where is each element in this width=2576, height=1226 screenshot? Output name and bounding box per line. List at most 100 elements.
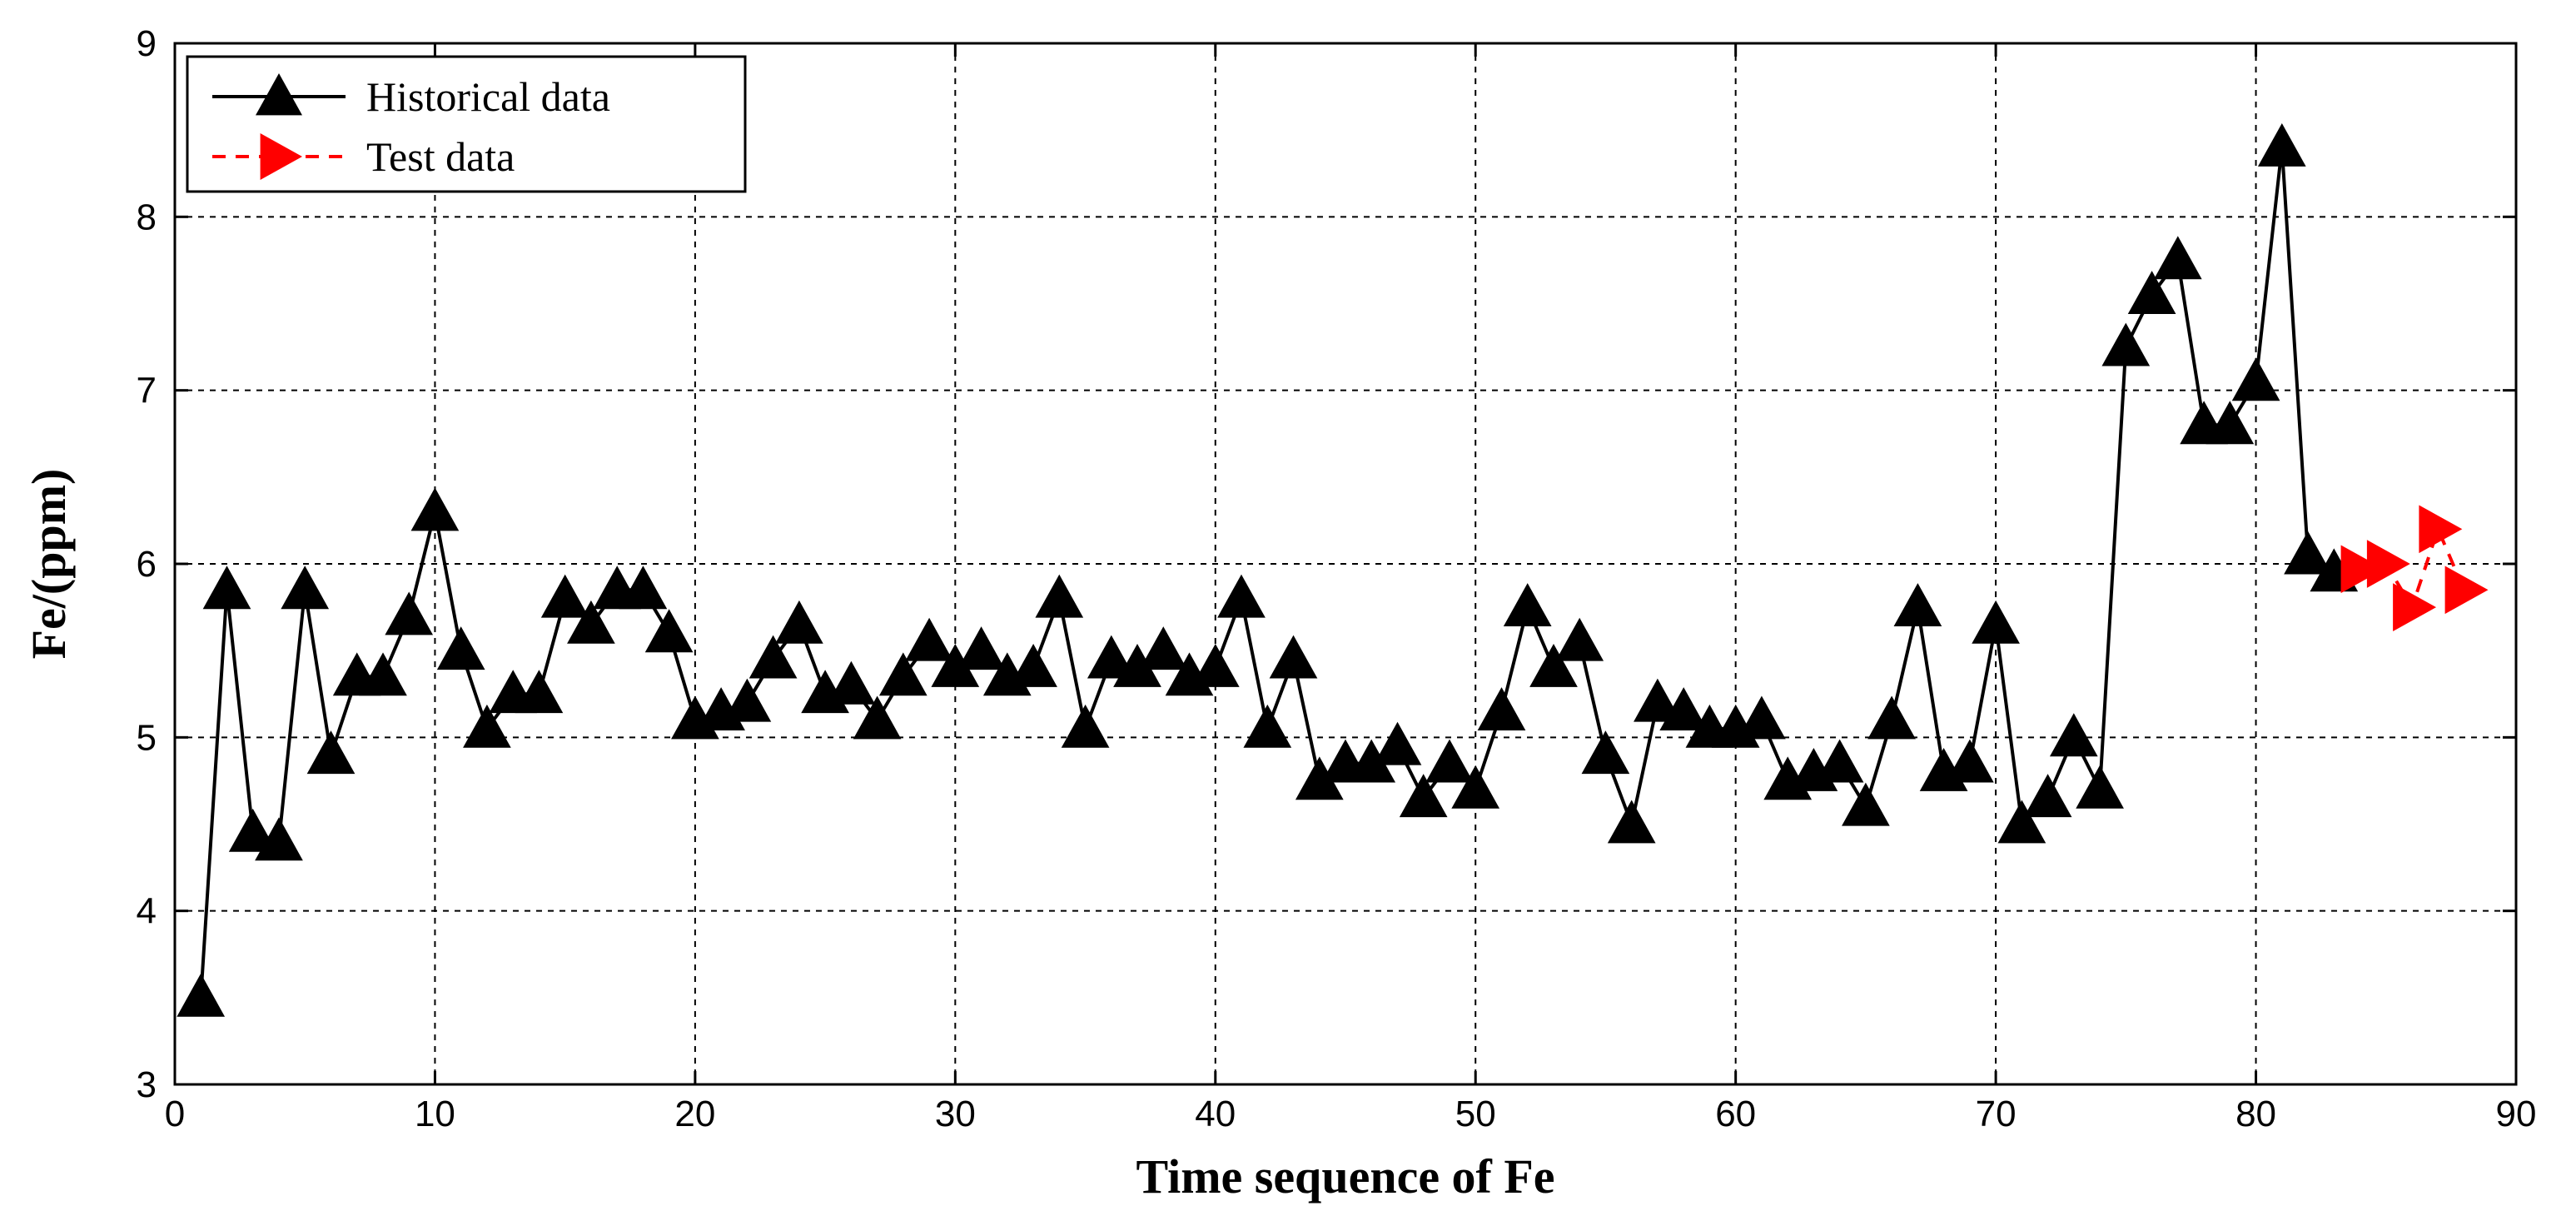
x-tick-label-3: 30 <box>935 1094 976 1134</box>
x-axis-label: Time sequence of Fe <box>1136 1149 1554 1204</box>
series-1 <box>2340 505 2489 631</box>
series-0-point-23 <box>775 600 823 644</box>
series-0-point-40 <box>1217 574 1266 618</box>
series-0-point-5 <box>306 730 356 775</box>
series-0-point-48 <box>1425 739 1474 783</box>
y-tick-label-1: 4 <box>137 891 157 932</box>
y-tick-label-4: 7 <box>137 371 157 411</box>
series-0-point-66 <box>1893 583 1942 626</box>
x-tick-label-9: 90 <box>2496 1094 2537 1134</box>
x-tick-label-7: 70 <box>1976 1094 2017 1134</box>
series-0-point-15 <box>567 600 615 644</box>
legend-entry-0: Historical data <box>212 73 610 120</box>
series-1-point-0 <box>2340 545 2385 594</box>
series-0-point-41 <box>1243 704 1292 748</box>
series-0-point-1 <box>202 566 251 610</box>
series-0-point-17 <box>619 566 668 610</box>
x-tick-label-6: 60 <box>1715 1094 1756 1134</box>
series-0-point-27 <box>878 652 927 696</box>
series-0-point-63 <box>1815 739 1864 783</box>
series-0-point-2 <box>228 808 277 852</box>
series-0-point-7 <box>359 652 407 696</box>
series-0-point-81 <box>2284 531 2332 575</box>
series-0-point-25 <box>827 660 876 705</box>
series-0-point-80 <box>2257 122 2306 167</box>
grid-lines <box>175 43 2516 1084</box>
series-0-point-30 <box>957 626 1006 670</box>
series-0-point-46 <box>1373 721 1422 765</box>
series-0-point-78 <box>2206 401 2255 445</box>
series-line-0 <box>199 147 2335 998</box>
series-0-point-68 <box>1946 739 1994 783</box>
series-0-point-11 <box>463 704 511 748</box>
series-0-point-69 <box>1972 600 2020 644</box>
series-0-point-39 <box>1191 643 1240 687</box>
y-tick-label-5: 8 <box>137 197 157 237</box>
y-tick-label-6: 9 <box>137 23 157 64</box>
series-0-point-3 <box>255 817 303 861</box>
legend: Historical data Test data <box>186 55 747 193</box>
series-0-point-72 <box>2049 713 2098 757</box>
series-0-point-56 <box>1634 678 1682 722</box>
y-axis-label: Fe/(ppm) <box>22 469 76 660</box>
series-0-point-35 <box>1087 635 1136 679</box>
series-0-point-42 <box>1269 635 1318 679</box>
legend-entry-1: Test data <box>212 133 515 180</box>
series-0-point-75 <box>2127 271 2176 314</box>
series-0-point-22 <box>748 635 798 679</box>
series-0-point-0 <box>177 973 226 1017</box>
series-0-point-10 <box>436 626 485 670</box>
series-0-point-37 <box>1139 626 1188 670</box>
x-tick-label-0: 0 <box>165 1094 185 1134</box>
series-0-point-76 <box>2153 236 2202 280</box>
y-tick-label-0: 3 <box>137 1064 157 1105</box>
series-1-point-3 <box>2419 505 2463 554</box>
series-1-point-2 <box>2393 583 2437 631</box>
series-0-point-47 <box>1399 774 1448 818</box>
x-tick-label-8: 80 <box>2235 1094 2276 1134</box>
legend-marker-0 <box>256 73 302 116</box>
series-0-point-9 <box>410 487 460 531</box>
series-0-point-70 <box>1997 800 2046 844</box>
legend-label-0: Historical data <box>366 73 610 120</box>
series-0-point-33 <box>1035 574 1084 618</box>
series-1-point-4 <box>2444 566 2489 615</box>
series-0-point-64 <box>1842 782 1890 826</box>
series-0-point-54 <box>1581 730 1630 775</box>
axis-ticks: 0 10 20 30 40 50 60 70 80 90 3 4 5 6 7 8 9 <box>137 23 2537 1134</box>
series-0-point-26 <box>853 695 902 740</box>
plot-series <box>177 122 2489 1017</box>
series-0-point-21 <box>723 678 772 722</box>
series-1-point-1 <box>2366 540 2410 588</box>
series-0-point-49 <box>1451 765 1500 809</box>
series-0-point-50 <box>1477 687 1526 730</box>
y-tick-label-3: 6 <box>137 544 157 585</box>
series-0-point-71 <box>2023 774 2072 818</box>
series-0-point-79 <box>2231 357 2280 401</box>
series-0-point-65 <box>1867 695 1916 740</box>
series-0-point-60 <box>1738 695 1786 740</box>
series-0-point-73 <box>2076 765 2124 809</box>
series-0-point-14 <box>540 574 589 618</box>
series-0-point-57 <box>1659 687 1708 730</box>
x-tick-label-2: 20 <box>674 1094 715 1134</box>
series-0-point-55 <box>1607 800 1656 844</box>
y-tick-label-2: 5 <box>137 717 157 758</box>
series-0-point-8 <box>385 591 434 635</box>
series-0-point-53 <box>1555 617 1604 661</box>
series-0-point-28 <box>905 617 953 661</box>
series-0-point-18 <box>644 609 694 653</box>
series-0-point-32 <box>1009 643 1057 687</box>
series-0-point-74 <box>2101 322 2151 366</box>
x-tick-label-5: 50 <box>1455 1094 1496 1134</box>
x-tick-label-4: 40 <box>1195 1094 1236 1134</box>
series-0-point-34 <box>1061 704 1110 748</box>
series-0-point-51 <box>1503 583 1552 626</box>
x-tick-label-1: 10 <box>415 1094 455 1134</box>
series-0-point-52 <box>1529 643 1578 687</box>
series-0 <box>177 122 2359 1017</box>
legend-marker-1 <box>260 133 302 180</box>
series-0-point-13 <box>515 670 564 714</box>
legend-label-1: Test data <box>366 133 515 180</box>
